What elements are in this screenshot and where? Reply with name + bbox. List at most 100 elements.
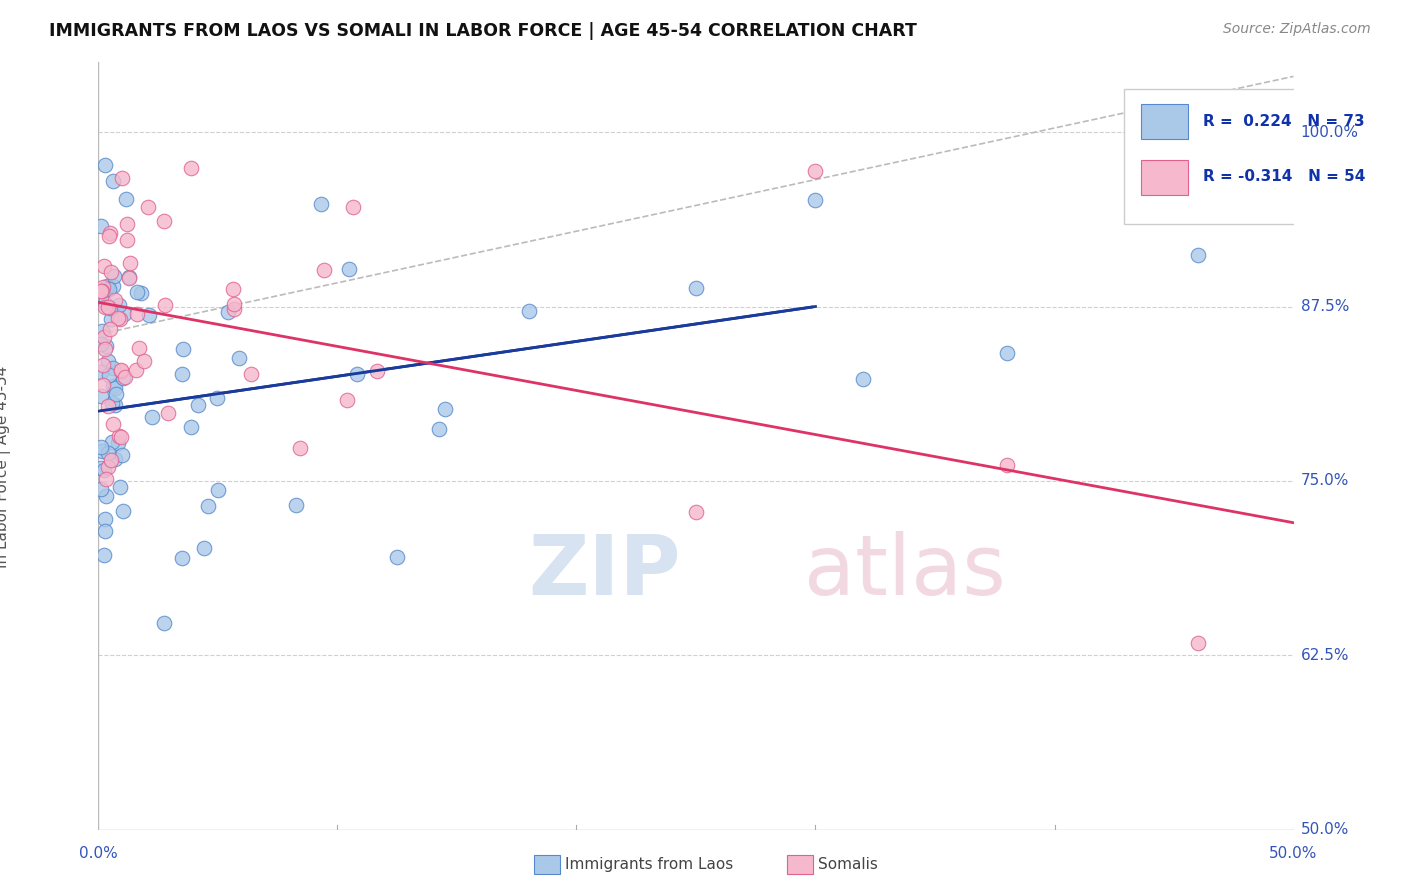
Point <box>97 446 120 460</box>
Point <box>170 551 193 566</box>
Point <box>290 442 312 456</box>
Point <box>103 174 125 188</box>
Point <box>804 163 827 178</box>
Text: Somalis: Somalis <box>818 857 879 871</box>
Point <box>180 161 202 175</box>
Point <box>434 401 457 416</box>
Point <box>207 483 229 497</box>
Point <box>685 505 707 519</box>
Point <box>312 262 335 277</box>
Point <box>218 305 240 319</box>
Point <box>141 409 163 424</box>
Point <box>104 293 127 308</box>
Point <box>90 337 112 351</box>
Text: R = -0.314   N = 54: R = -0.314 N = 54 <box>1202 169 1365 185</box>
Text: ZIP: ZIP <box>529 531 681 612</box>
Point <box>193 541 215 555</box>
Point <box>1187 635 1209 649</box>
Text: 62.5%: 62.5% <box>1301 648 1350 663</box>
Point <box>804 193 827 207</box>
Text: 75.0%: 75.0% <box>1301 474 1350 488</box>
Point <box>101 378 124 392</box>
Point <box>346 367 368 381</box>
Point <box>94 295 117 310</box>
Point <box>180 420 202 434</box>
Point <box>100 301 122 315</box>
Bar <box>1140 104 1188 139</box>
Point <box>118 255 141 269</box>
Text: In Labor Force | Age 45-54: In Labor Force | Age 45-54 <box>0 366 11 568</box>
Point <box>96 278 118 293</box>
Point <box>91 358 114 372</box>
Point <box>91 284 114 298</box>
Point <box>97 399 120 413</box>
Point <box>91 443 114 458</box>
Point <box>136 200 159 214</box>
Point <box>108 429 131 443</box>
Point <box>90 389 112 403</box>
Point <box>222 302 245 317</box>
Point <box>98 282 121 296</box>
Point <box>153 213 176 227</box>
Text: Immigrants from Laos: Immigrants from Laos <box>565 857 734 871</box>
Point <box>94 300 117 314</box>
Point <box>517 304 540 318</box>
Point <box>128 341 150 355</box>
Point <box>98 229 121 244</box>
Point <box>127 307 149 321</box>
Point <box>96 489 118 503</box>
Point <box>342 201 364 215</box>
Bar <box>1140 160 1188 195</box>
Point <box>97 354 120 368</box>
Point <box>366 364 388 378</box>
Point <box>115 192 138 206</box>
Point <box>93 463 115 477</box>
Point <box>187 398 209 412</box>
Point <box>97 300 120 314</box>
Point <box>104 452 127 467</box>
Point <box>108 298 131 312</box>
Text: 0.0%: 0.0% <box>79 847 118 862</box>
Point <box>107 311 129 326</box>
Point <box>112 308 135 322</box>
Point <box>112 371 135 385</box>
Point <box>156 407 179 421</box>
Point <box>222 297 245 311</box>
Point <box>94 524 117 538</box>
Point <box>98 322 121 336</box>
Point <box>110 311 132 326</box>
Point <box>98 368 121 383</box>
Point <box>91 324 114 338</box>
Point <box>93 549 115 563</box>
Point <box>240 368 263 382</box>
Point <box>90 219 112 234</box>
Point <box>107 436 129 450</box>
Point <box>336 393 359 408</box>
Point <box>94 339 117 353</box>
Point <box>103 269 125 284</box>
Point <box>110 363 132 377</box>
Text: R =  0.224   N = 73: R = 0.224 N = 73 <box>1202 113 1364 128</box>
Point <box>90 440 112 454</box>
Point <box>97 460 120 475</box>
FancyBboxPatch shape <box>1123 89 1406 224</box>
Point <box>285 498 308 512</box>
Text: 50.0%: 50.0% <box>1301 822 1350 837</box>
Text: atlas: atlas <box>804 531 1005 612</box>
Point <box>153 298 176 312</box>
Point <box>93 260 115 274</box>
Point <box>90 461 112 475</box>
Point <box>100 396 122 410</box>
Point <box>172 342 194 356</box>
Point <box>117 270 139 285</box>
Point <box>111 171 134 186</box>
Point <box>153 615 176 630</box>
Point <box>100 452 122 467</box>
Point <box>117 217 139 231</box>
Point <box>112 504 135 518</box>
Text: Source: ZipAtlas.com: Source: ZipAtlas.com <box>1223 22 1371 37</box>
Point <box>205 391 228 405</box>
Point <box>131 286 153 301</box>
Point <box>127 285 149 299</box>
Point <box>111 449 134 463</box>
